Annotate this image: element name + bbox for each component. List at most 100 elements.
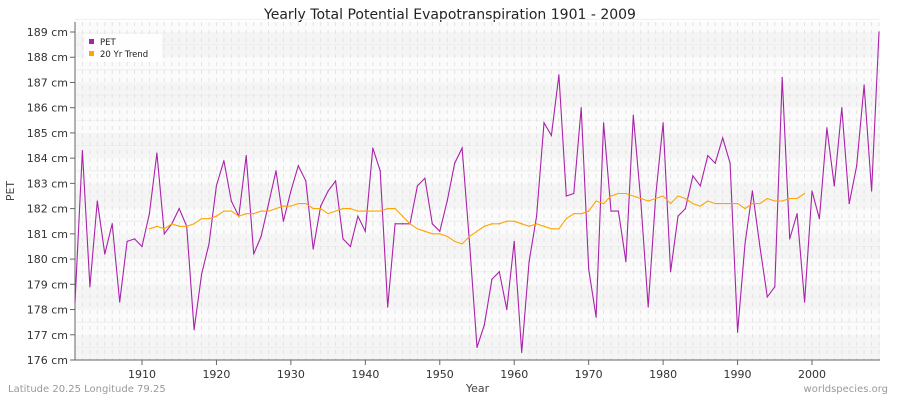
data-point: [349, 208, 352, 210]
data-point: [297, 165, 299, 167]
data-point: [379, 170, 381, 172]
data-point: [364, 230, 366, 232]
data-point: [796, 213, 798, 215]
y-axis-label: PET: [4, 181, 17, 202]
data-point: [342, 238, 344, 240]
data-point: [126, 240, 128, 243]
data-point: [550, 134, 553, 137]
data-point: [439, 230, 441, 232]
y-tick-label: 179 cm: [27, 278, 68, 291]
data-point: [744, 208, 746, 210]
x-tick-label: 1980: [649, 368, 677, 381]
data-point: [766, 197, 768, 200]
data-point: [290, 190, 292, 192]
data-point: [655, 195, 657, 197]
data-point: [632, 195, 634, 197]
data-point: [260, 235, 262, 237]
data-point: [245, 155, 247, 157]
data-point: [491, 278, 493, 280]
data-point: [282, 205, 285, 207]
data-point: [595, 316, 597, 318]
data-point: [424, 230, 426, 232]
data-point: [818, 218, 821, 220]
data-point: [357, 210, 359, 212]
data-point: [707, 200, 709, 202]
data-point: [312, 208, 314, 210]
y-tick-label: 176 cm: [27, 354, 68, 367]
data-point: [870, 190, 873, 192]
data-point: [364, 210, 366, 212]
data-point: [461, 243, 463, 245]
data-point: [863, 84, 865, 86]
data-point: [699, 205, 701, 207]
data-point: [573, 192, 575, 195]
data-point: [74, 301, 76, 303]
data-point: [535, 215, 538, 217]
data-point: [751, 190, 754, 192]
data-point: [602, 202, 605, 205]
data-point: [193, 223, 195, 225]
data-point: [744, 243, 746, 245]
data-point: [677, 195, 679, 197]
data-point: [439, 233, 441, 235]
data-point: [617, 192, 620, 195]
data-point: [394, 208, 396, 210]
data-point: [267, 202, 270, 205]
data-point: [781, 200, 783, 202]
data-point: [372, 210, 374, 212]
data-point: [223, 160, 225, 162]
data-point: [208, 218, 210, 220]
data-point: [535, 223, 538, 225]
data-point: [558, 74, 560, 76]
data-point: [580, 213, 582, 215]
data-point: [104, 253, 106, 255]
data-point: [230, 210, 232, 212]
data-point: [878, 31, 880, 33]
x-tick-label: 1940: [351, 368, 379, 381]
y-tick-label: 189 cm: [27, 26, 68, 39]
data-point: [320, 205, 322, 207]
data-point: [81, 149, 84, 152]
source-label: worldspecies.org: [803, 384, 888, 395]
data-point: [119, 301, 121, 303]
data-point: [833, 185, 835, 187]
data-point: [521, 223, 523, 225]
y-tick-label: 181 cm: [27, 228, 68, 241]
data-point: [543, 225, 545, 227]
data-point: [178, 208, 180, 210]
y-tick-label: 178 cm: [27, 304, 68, 317]
data-point: [312, 248, 314, 250]
y-tick-label: 187 cm: [27, 76, 68, 89]
data-point: [528, 261, 530, 263]
data-point: [163, 228, 165, 230]
data-point: [357, 215, 359, 217]
y-tick-label: 182 cm: [27, 203, 68, 216]
data-point: [751, 202, 754, 205]
data-point: [372, 147, 374, 149]
data-point: [781, 76, 783, 79]
y-tick-label: 184 cm: [27, 152, 68, 165]
data-point: [692, 202, 694, 205]
x-tick-label: 1910: [128, 368, 156, 381]
data-point: [230, 200, 232, 202]
data-point: [342, 208, 344, 210]
data-point: [275, 208, 277, 210]
data-point: [305, 202, 307, 205]
data-point: [275, 170, 277, 172]
data-point: [111, 223, 113, 225]
legend-label: 20 Yr Trend: [100, 50, 148, 60]
data-point: [722, 202, 724, 205]
data-point: [171, 223, 173, 225]
data-point: [446, 235, 448, 237]
data-point: [156, 225, 158, 227]
data-point: [454, 162, 456, 164]
x-tick-label: 2000: [798, 368, 826, 381]
data-point: [141, 245, 143, 248]
data-point: [789, 238, 791, 240]
data-point: [803, 192, 806, 195]
data-point: [647, 200, 649, 202]
data-point: [476, 230, 478, 232]
y-tick-label: 186 cm: [27, 102, 68, 115]
data-point: [774, 200, 776, 202]
